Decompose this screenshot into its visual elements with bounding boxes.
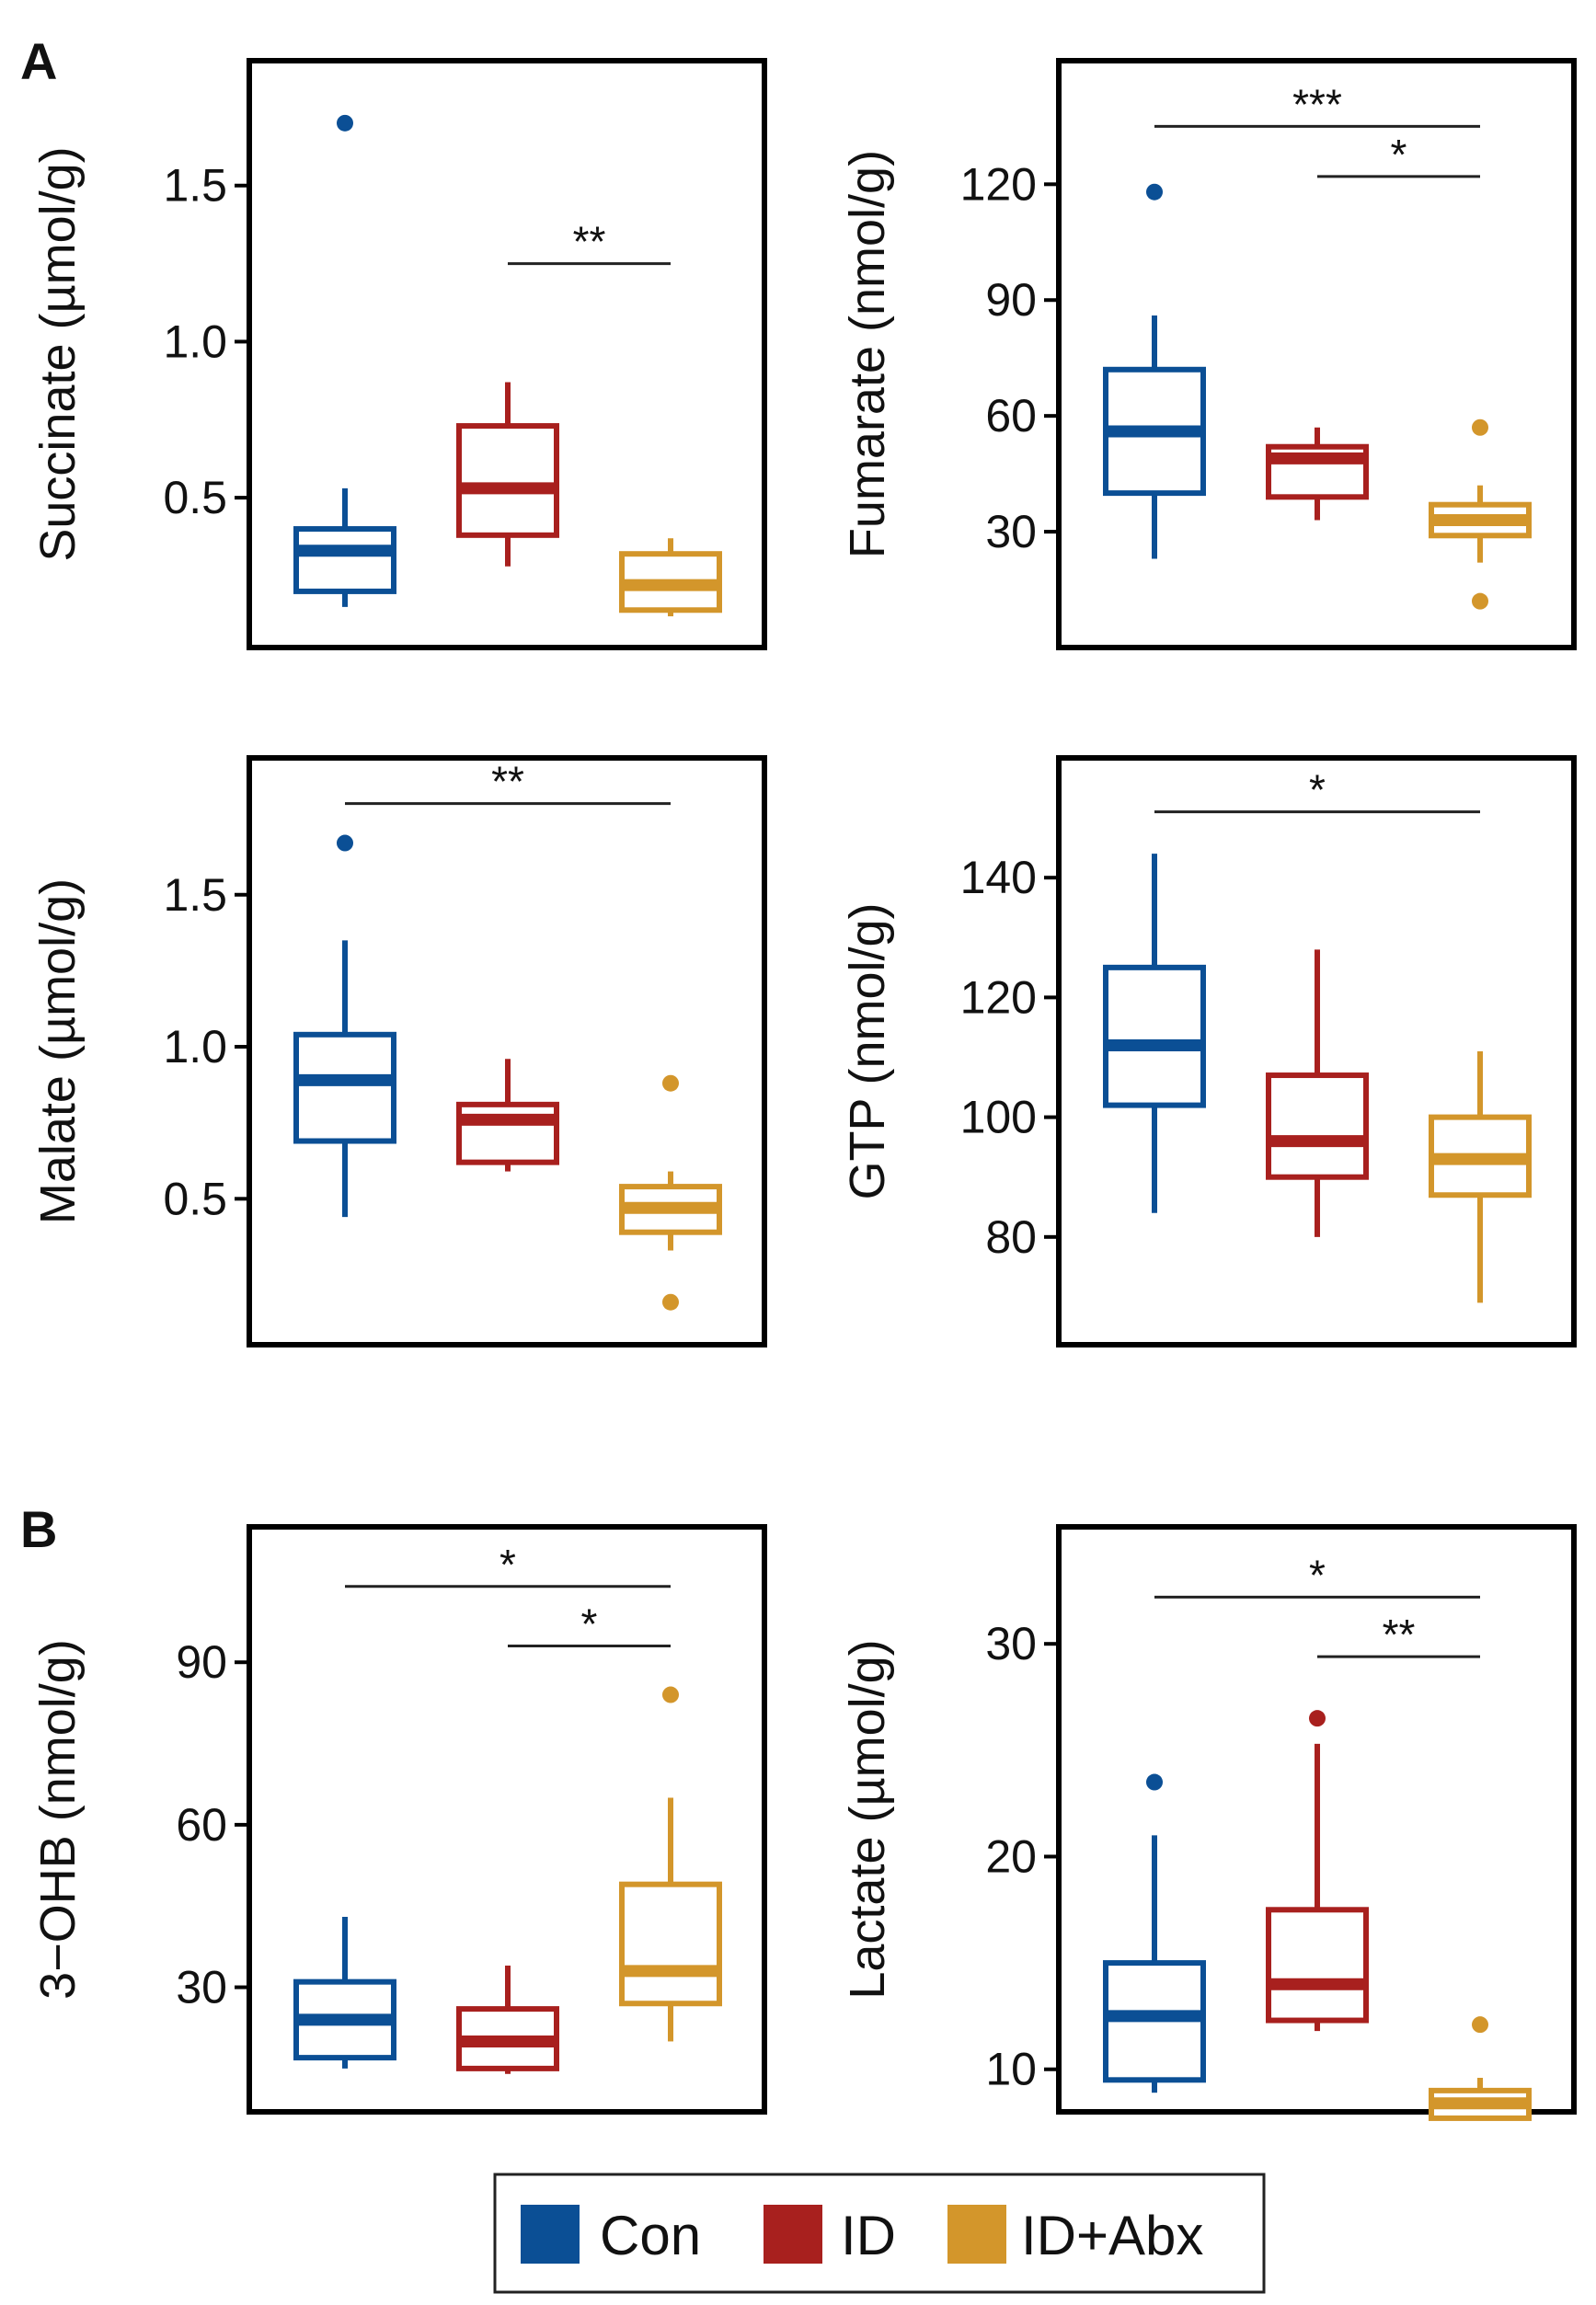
significance-label: * [499,1541,516,1588]
y-axis-label: Succinate (µmol/g) [30,146,86,561]
y-tick-label: 0.5 [163,472,227,523]
box-id [1266,949,1369,1237]
y-tick-label: 80 [985,1211,1037,1263]
significance-label: * [581,1600,598,1648]
significance-label: *** [1292,80,1342,128]
y-tick-label: 60 [176,1799,227,1851]
plot-frame [1056,1524,1577,2115]
box-iqr [456,423,559,538]
plot-frame [247,1524,767,2115]
y-tick-label: 120 [960,971,1037,1023]
outlier-point [1472,2016,1488,2034]
box-id [456,382,559,567]
y-axis-label: Fumarate (nmol/g) [840,150,895,558]
box-id-abx [1429,419,1532,610]
outlier-point [1309,1710,1326,1727]
plot-malate: 0.5 1.0 1.5 Malate (µmol/g) ** [30,755,767,1347]
y-tick-label: 90 [985,274,1037,326]
box-id [456,1059,559,1172]
legend-label-id: ID [841,2205,896,2266]
box-iqr [619,1881,722,2007]
plot-frame [1056,755,1577,1347]
y-axis-label: GTP (nmol/g) [840,902,895,1199]
outlier-point [337,114,353,132]
plot-frame [247,755,767,1347]
box-id-abx [1429,1051,1532,1303]
box-con [1103,1773,1206,2093]
outlier-point [662,1074,679,1092]
legend: Con ID ID+Abx [493,2173,1266,2294]
significance-label: * [1391,131,1407,178]
box-id-abx [619,1074,722,1311]
y-tick-label: 0.5 [163,1173,227,1224]
y-tick-label: 140 [960,852,1037,903]
box-iqr [293,526,396,594]
plot-gtp: 80 100 120 140 GTP (nmol/g) * [840,755,1577,1347]
box-id-abx [619,538,722,617]
y-tick-label: 1.0 [163,315,227,367]
y-tick-label: 60 [985,390,1037,442]
y-tick-label: 20 [985,1830,1037,1882]
box-id-abx [619,1686,722,2042]
box-iqr [1103,964,1206,1108]
outlier-point [662,1293,679,1311]
y-tick-label: 1.5 [163,869,227,921]
legend-label-con: Con [600,2205,701,2266]
outlier-point [662,1686,679,1703]
legend-swatch-id [764,2205,822,2264]
box-id [1266,427,1369,521]
box-iqr [456,1101,559,1165]
plot-frame [247,58,767,650]
y-tick-label: 100 [960,1092,1037,1143]
box-id [1266,1710,1369,2032]
outlier-point [1146,1773,1163,1791]
significance-label: ** [491,758,524,806]
y-tick-label: 10 [985,2044,1037,2095]
panel-letter-a: A [20,32,57,90]
outlier-point [337,834,353,852]
outlier-point [1472,419,1488,436]
y-tick-label: 30 [985,506,1037,557]
box-con [293,1917,396,2069]
plot-3-ohb: 30 60 90 3−OHB (nmol/g) * * [30,1524,767,2115]
box-iqr [293,1031,396,1144]
panel-letter-b: B [20,1500,57,1558]
y-tick-label: 90 [176,1636,227,1688]
box-iqr [1266,1072,1369,1180]
y-tick-label: 1.5 [163,160,227,212]
outlier-point [1146,183,1163,201]
y-tick-label: 30 [176,1962,227,2013]
box-con [293,834,396,1218]
significance-label: * [1309,766,1326,814]
y-axis-label: Malate (µmol/g) [30,878,86,1224]
plot-succinate: 0.5 1.0 1.5 Succinate (µmol/g) ** [30,58,767,650]
legend-swatch-id-abx [947,2205,1006,2264]
significance-label: * [1309,1551,1326,1599]
box-con [1103,183,1206,559]
y-axis-label: Lactate (µmol/g) [840,1639,895,1999]
box-con [1103,854,1206,1213]
y-tick-label: 1.0 [163,1021,227,1072]
legend-swatch-con [521,2205,580,2264]
y-axis-label: 3−OHB (nmol/g) [30,1639,86,2000]
legend-frame [493,2173,1266,2294]
significance-label: ** [1383,1611,1416,1658]
y-tick-label: 120 [960,158,1037,210]
significance-label: ** [573,218,606,266]
box-con [293,114,396,607]
legend-label-id-abx: ID+Abx [1021,2205,1203,2266]
y-tick-label: 30 [985,1618,1037,1669]
box-id-abx [1429,2016,1532,2121]
plot-frame [1056,58,1577,650]
box-iqr [1266,1907,1369,2024]
outlier-point [1472,592,1488,610]
box-id [456,1966,559,2074]
